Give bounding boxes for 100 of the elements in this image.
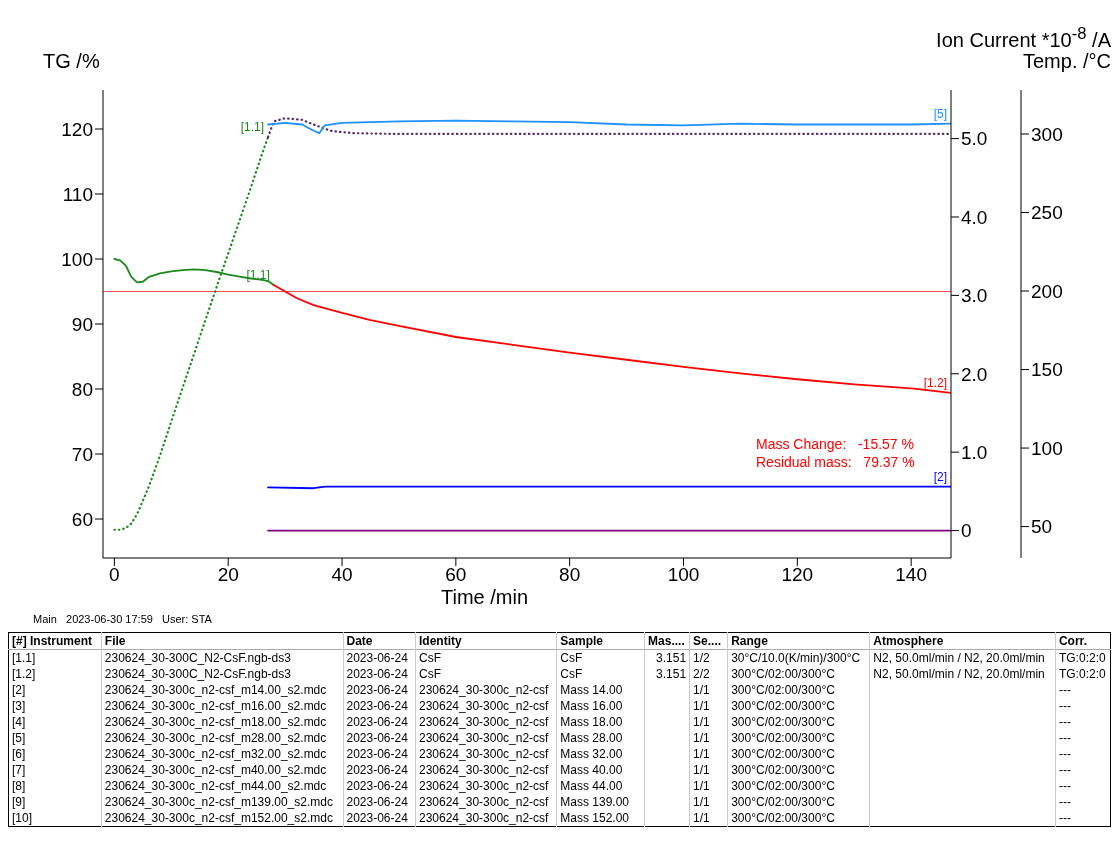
text: 230624_30-300C_N2-CsF.ngb-ds3: [101, 666, 343, 682]
text: Mass 40.00: [556, 762, 645, 778]
text: 230624_30-300c_n2-csf_m14.00_s2.mdc: [101, 682, 343, 698]
y2-tick-label: 4.0: [961, 206, 988, 228]
y3-axis-title: Temp. /°C: [1022, 50, 1111, 73]
text: Mass 44.00: [556, 778, 645, 794]
text: N2, 50.0ml/min / N2, 20.0ml/min: [869, 649, 1056, 666]
text: Mass 14.00: [556, 682, 645, 698]
y2-tick-label: 1.0: [961, 441, 988, 463]
text: 230624_30-300c_n2-csf: [415, 746, 557, 762]
text: 230624_30-300c_n2-csf: [415, 810, 557, 827]
text: 1/1: [689, 730, 728, 746]
x-tick-label: 120: [781, 564, 814, 586]
x-tick-label: 0: [109, 564, 120, 586]
text: [8]: [11, 778, 27, 794]
y3-tick-label: 50: [1031, 516, 1053, 538]
text: ---: [1055, 746, 1111, 762]
text: 2023-06-24: [343, 698, 416, 714]
y2-tick-label: 2.0: [961, 363, 988, 385]
y-axis-title: TG /%: [43, 50, 100, 73]
text: ---: [1055, 682, 1111, 698]
text: [1.1]: [11, 650, 37, 666]
text: [10]: [11, 810, 33, 827]
y-tick-label: 90: [71, 313, 93, 335]
y2-tick-label: 0: [961, 520, 972, 542]
text: [1.2]: [11, 666, 37, 682]
text: 2023-06-24: [343, 810, 416, 827]
text: Mass 152.00: [556, 810, 645, 827]
text: 1/1: [689, 746, 728, 762]
text: [#] Instrument: [11, 633, 93, 650]
text: 230624_30-300c_n2-csf: [415, 794, 557, 810]
text: Se....: [689, 632, 728, 650]
text: 2023-06-24: [343, 666, 416, 682]
x-tick-label: 40: [331, 564, 353, 586]
y3-tick-label: 100: [1031, 437, 1063, 459]
text: Date: [343, 632, 416, 650]
text: Mass 28.00: [556, 730, 645, 746]
text: Main 2023-06-30 17:59 User: STA: [33, 613, 212, 625]
text: Identity: [415, 632, 557, 650]
line-series: [272, 284, 951, 394]
text: 2023-06-24: [343, 746, 416, 762]
y3-tick-label: 200: [1031, 280, 1063, 302]
text: 230624_30-300c_n2-csf: [415, 698, 557, 714]
text: Mas....: [644, 632, 690, 650]
text: 300°C/02:00/300°C: [727, 810, 870, 827]
text: [2]: [11, 682, 27, 698]
text: 230624_30-300c_n2-csf_m16.00_s2.mdc: [101, 698, 343, 714]
y-tick-label: 80: [71, 378, 93, 400]
text: TG:0:2:0: [1055, 649, 1111, 666]
text: Range: [727, 632, 870, 650]
text: ---: [1055, 714, 1111, 730]
text: 2023-06-24: [343, 778, 416, 794]
text: Mass 32.00: [556, 746, 645, 762]
text: 1/1: [689, 698, 728, 714]
y2-tick-label: 5.0: [961, 128, 988, 150]
y3-tick-label: 250: [1031, 202, 1063, 224]
text: Sample: [556, 632, 645, 650]
text: Mass 18.00: [556, 714, 645, 730]
text: ---: [1055, 778, 1111, 794]
text: 230624_30-300c_n2-csf: [415, 778, 557, 794]
text: 1/1: [689, 762, 728, 778]
x-tick-label: 60: [445, 564, 467, 586]
text: 2023-06-24: [343, 714, 416, 730]
text: Corr.: [1055, 632, 1111, 650]
text: 2023-06-24: [343, 794, 416, 810]
y-tick-label: 120: [61, 118, 93, 140]
series-label: [5]: [933, 106, 947, 121]
text: 230624_30-300c_n2-csf_m18.00_s2.mdc: [101, 714, 343, 730]
text: 230624_30-300c_n2-csf_m40.00_s2.mdc: [101, 762, 343, 778]
text: 3.151: [644, 666, 690, 682]
text: 2023-06-24: [343, 762, 416, 778]
text: Mass 16.00: [556, 698, 645, 714]
text: 1/1: [689, 794, 728, 810]
text: CsF: [415, 666, 557, 682]
text: 1/1: [689, 714, 728, 730]
text: 300°C/02:00/300°C: [727, 698, 870, 714]
text: 30°C/10.0(K/min)/300°C: [727, 649, 870, 666]
y3-tick-label: 150: [1031, 359, 1063, 381]
text: Atmosphere: [869, 632, 1056, 650]
y2-tick-label: 3.0: [961, 285, 988, 307]
x-tick-label: 100: [667, 564, 700, 586]
text: [9]: [11, 794, 27, 810]
series-label: [1.1]: [240, 120, 265, 135]
text: 2/2: [689, 666, 728, 682]
text: 2023-06-24: [343, 682, 416, 698]
annotation: Residual mass: 79.37 %: [756, 454, 915, 470]
text: 1/2: [689, 649, 728, 666]
x-tick-label: 80: [559, 564, 581, 586]
line-series: [113, 136, 270, 531]
text: 1/1: [689, 682, 728, 698]
text: 230624_30-300c_n2-csf_m32.00_s2.mdc: [101, 746, 343, 762]
text: 300°C/02:00/300°C: [727, 762, 870, 778]
text: 230624_30-300c_n2-csf_m152.00_s2.mdc: [101, 810, 343, 827]
x-tick-label: 140: [895, 564, 928, 586]
text: [3]: [11, 698, 27, 714]
text: 230624_30-300c_n2-csf_m139.00_s2.mdc: [101, 794, 343, 810]
text: 1/1: [689, 810, 728, 827]
text: ---: [1055, 730, 1111, 746]
text: 230624_30-300c_n2-csf_m28.00_s2.mdc: [101, 730, 343, 746]
text: ---: [1055, 794, 1111, 810]
